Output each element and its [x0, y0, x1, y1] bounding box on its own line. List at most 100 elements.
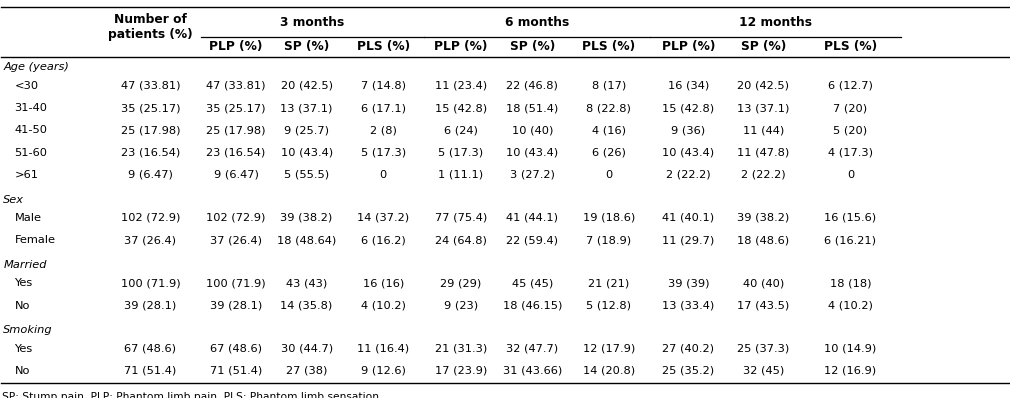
Text: Male: Male	[14, 213, 41, 223]
Text: Female: Female	[14, 235, 56, 245]
Text: 6 (16.21): 6 (16.21)	[824, 235, 877, 245]
Text: 5 (55.5): 5 (55.5)	[284, 170, 329, 180]
Text: Yes: Yes	[14, 278, 32, 288]
Text: 11 (23.4): 11 (23.4)	[434, 81, 487, 91]
Text: 15 (42.8): 15 (42.8)	[434, 103, 487, 113]
Text: 37 (26.4): 37 (26.4)	[210, 235, 262, 245]
Text: 9 (6.47): 9 (6.47)	[128, 170, 173, 180]
Text: 20 (42.5): 20 (42.5)	[281, 81, 332, 91]
Text: 47 (33.81): 47 (33.81)	[121, 81, 180, 91]
Text: 18 (48.6): 18 (48.6)	[737, 235, 790, 245]
Text: 10 (40): 10 (40)	[511, 125, 552, 135]
Text: 39 (28.1): 39 (28.1)	[210, 300, 263, 310]
Text: 32 (45): 32 (45)	[742, 366, 784, 376]
Text: 0: 0	[846, 170, 854, 180]
Text: 9 (12.6): 9 (12.6)	[361, 366, 406, 376]
Text: 100 (71.9): 100 (71.9)	[120, 278, 180, 288]
Text: 11 (29.7): 11 (29.7)	[663, 235, 714, 245]
Text: PLP (%): PLP (%)	[662, 40, 715, 53]
Text: 21 (31.3): 21 (31.3)	[434, 343, 487, 354]
Text: 4 (16): 4 (16)	[592, 125, 626, 135]
Text: 12 (17.9): 12 (17.9)	[583, 343, 635, 354]
Text: 5 (17.3): 5 (17.3)	[361, 148, 406, 158]
Text: 102 (72.9): 102 (72.9)	[206, 213, 266, 223]
Text: 11 (44): 11 (44)	[742, 125, 784, 135]
Text: 3 months: 3 months	[281, 16, 344, 29]
Text: SP: Stump pain, PLP: Phantom limb pain, PLS: Phantom limb sensation: SP: Stump pain, PLP: Phantom limb pain, …	[2, 392, 380, 398]
Text: Sex: Sex	[3, 195, 24, 205]
Text: 21 (21): 21 (21)	[588, 278, 629, 288]
Text: 11 (47.8): 11 (47.8)	[737, 148, 790, 158]
Text: 6 (12.7): 6 (12.7)	[828, 81, 873, 91]
Text: 7 (20): 7 (20)	[833, 103, 868, 113]
Text: 24 (64.8): 24 (64.8)	[434, 235, 487, 245]
Text: 6 (16.2): 6 (16.2)	[361, 235, 405, 245]
Text: PLS (%): PLS (%)	[582, 40, 635, 53]
Text: 10 (43.4): 10 (43.4)	[506, 148, 559, 158]
Text: 14 (37.2): 14 (37.2)	[358, 213, 409, 223]
Text: 0: 0	[605, 170, 612, 180]
Text: 17 (43.5): 17 (43.5)	[737, 300, 790, 310]
Text: SP (%): SP (%)	[510, 40, 554, 53]
Text: 23 (16.54): 23 (16.54)	[206, 148, 266, 158]
Text: 71 (51.4): 71 (51.4)	[210, 366, 263, 376]
Text: 8 (22.8): 8 (22.8)	[587, 103, 631, 113]
Text: 5 (17.3): 5 (17.3)	[438, 148, 483, 158]
Text: 10 (43.4): 10 (43.4)	[663, 148, 714, 158]
Text: 25 (37.3): 25 (37.3)	[737, 343, 790, 354]
Text: 27 (40.2): 27 (40.2)	[663, 343, 714, 354]
Text: SP (%): SP (%)	[740, 40, 786, 53]
Text: 2 (22.2): 2 (22.2)	[741, 170, 786, 180]
Text: 13 (33.4): 13 (33.4)	[663, 300, 714, 310]
Text: 14 (35.8): 14 (35.8)	[281, 300, 332, 310]
Text: 37 (26.4): 37 (26.4)	[124, 235, 177, 245]
Text: 8 (17): 8 (17)	[592, 81, 626, 91]
Text: 23 (16.54): 23 (16.54)	[121, 148, 180, 158]
Text: 4 (10.2): 4 (10.2)	[361, 300, 406, 310]
Text: 45 (45): 45 (45)	[512, 278, 552, 288]
Text: 10 (14.9): 10 (14.9)	[824, 343, 877, 354]
Text: 19 (18.6): 19 (18.6)	[583, 213, 635, 223]
Text: 5 (12.8): 5 (12.8)	[586, 300, 631, 310]
Text: No: No	[14, 366, 30, 376]
Text: 15 (42.8): 15 (42.8)	[663, 103, 714, 113]
Text: 102 (72.9): 102 (72.9)	[121, 213, 180, 223]
Text: 9 (6.47): 9 (6.47)	[214, 170, 259, 180]
Text: 31-40: 31-40	[14, 103, 47, 113]
Text: 25 (17.98): 25 (17.98)	[121, 125, 180, 135]
Text: 35 (25.17): 35 (25.17)	[206, 103, 266, 113]
Text: 4 (10.2): 4 (10.2)	[828, 300, 873, 310]
Text: 40 (40): 40 (40)	[742, 278, 784, 288]
Text: 5 (20): 5 (20)	[833, 125, 868, 135]
Text: 77 (75.4): 77 (75.4)	[434, 213, 487, 223]
Text: 9 (25.7): 9 (25.7)	[284, 125, 329, 135]
Text: 41 (40.1): 41 (40.1)	[663, 213, 714, 223]
Text: 18 (18): 18 (18)	[830, 278, 872, 288]
Text: 18 (51.4): 18 (51.4)	[506, 103, 559, 113]
Text: 6 months: 6 months	[505, 16, 570, 29]
Text: 1 (11.1): 1 (11.1)	[438, 170, 483, 180]
Text: 35 (25.17): 35 (25.17)	[121, 103, 180, 113]
Text: 12 months: 12 months	[739, 16, 812, 29]
Text: 9 (36): 9 (36)	[672, 125, 705, 135]
Text: 6 (26): 6 (26)	[592, 148, 625, 158]
Text: PLP (%): PLP (%)	[434, 40, 488, 53]
Text: No: No	[14, 300, 30, 310]
Text: 16 (34): 16 (34)	[668, 81, 709, 91]
Text: 14 (20.8): 14 (20.8)	[583, 366, 635, 376]
Text: 16 (15.6): 16 (15.6)	[824, 213, 877, 223]
Text: 18 (48.64): 18 (48.64)	[277, 235, 336, 245]
Text: 39 (28.1): 39 (28.1)	[124, 300, 177, 310]
Text: Smoking: Smoking	[3, 326, 54, 336]
Text: 25 (35.2): 25 (35.2)	[663, 366, 714, 376]
Text: 67 (48.6): 67 (48.6)	[124, 343, 177, 354]
Text: Married: Married	[3, 260, 46, 270]
Text: 100 (71.9): 100 (71.9)	[206, 278, 266, 288]
Text: 27 (38): 27 (38)	[286, 366, 327, 376]
Text: 16 (16): 16 (16)	[363, 278, 404, 288]
Text: Number of
patients (%): Number of patients (%)	[108, 13, 193, 41]
Text: PLS (%): PLS (%)	[824, 40, 877, 53]
Text: 51-60: 51-60	[14, 148, 47, 158]
Text: 6 (17.1): 6 (17.1)	[361, 103, 406, 113]
Text: 9 (23): 9 (23)	[443, 300, 478, 310]
